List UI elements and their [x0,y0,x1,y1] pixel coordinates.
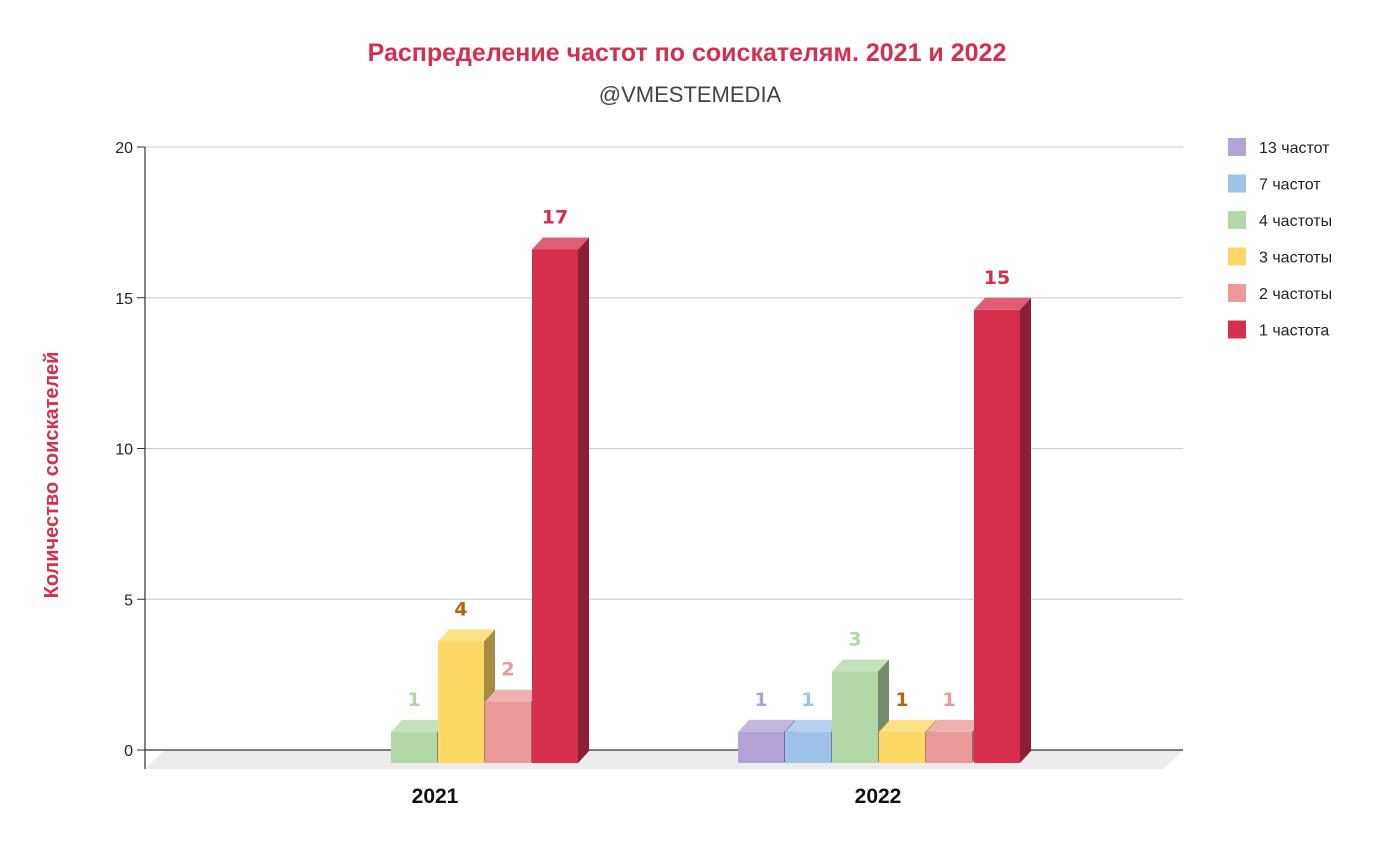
data-label: 17 [542,206,568,228]
legend-swatch [1228,247,1246,266]
data-label: 1 [754,689,767,711]
bar-top [438,629,495,642]
bar-top [738,719,795,732]
legend-label: 13 частот [1259,140,1330,157]
data-label: 1 [801,689,814,711]
bar-front [738,731,784,763]
bar-top [532,237,589,250]
legend-swatch [1228,138,1246,156]
data-label: 1 [942,689,955,711]
data-label: 15 [984,267,1010,289]
legend-swatch [1228,211,1246,229]
legend-swatch [1228,174,1246,193]
x-category-label: 2022 [855,785,902,808]
bar-front [391,731,437,763]
bar-front [974,309,1020,763]
data-label: 4 [454,598,467,620]
bar-front [879,731,925,763]
data-label: 2 [501,659,514,681]
bar-front [485,701,531,763]
legend-swatch [1228,284,1246,302]
legend-label: 4 частоты [1259,213,1332,230]
y-tick-label: 0 [124,743,133,760]
bar-top [485,689,542,702]
legend: 13 частот 7 частот 4 частоты 3 частоты 2 час… [1228,138,1332,340]
bar-top [785,719,842,732]
chart-subtitle: @VMESTEMEDIA [599,82,782,107]
bar-front [438,641,484,763]
y-tick-label: 15 [115,291,133,308]
legend-label: 1 частота [1259,323,1329,340]
legend-label: 2 частоты [1259,286,1332,303]
bar-front [832,671,878,763]
bar-top [926,719,983,732]
data-label: 3 [848,629,861,651]
y-axis: 0 5 10 15 20 [115,140,146,769]
bar-front [785,731,831,763]
x-axis-categories: 2021 2022 [412,785,902,808]
bar-top [879,719,936,732]
y-tick-label: 10 [115,442,133,459]
data-label: 1 [407,689,420,711]
bar-top [391,719,448,732]
data-label: 1 [895,689,908,711]
legend-label: 3 частоты [1259,250,1332,267]
bar-side [1020,297,1031,763]
y-tick-label: 5 [124,592,133,609]
y-axis-label: Количество соискателей [41,352,63,599]
bars [391,237,1031,763]
bar-top [832,659,889,672]
data-labels: 1 4 2 17 1 1 3 1 1 15 [407,206,1010,710]
bar-front [926,731,972,763]
y-tick-label: 20 [115,140,133,157]
chart-title: Распределение частот по соискателям. 202… [368,39,1007,67]
x-category-label: 2021 [412,785,459,808]
bar-top [974,297,1031,310]
bar-side [578,237,589,763]
legend-swatch [1228,320,1246,339]
legend-label: 7 частот [1259,177,1321,194]
bar-front [532,249,578,763]
